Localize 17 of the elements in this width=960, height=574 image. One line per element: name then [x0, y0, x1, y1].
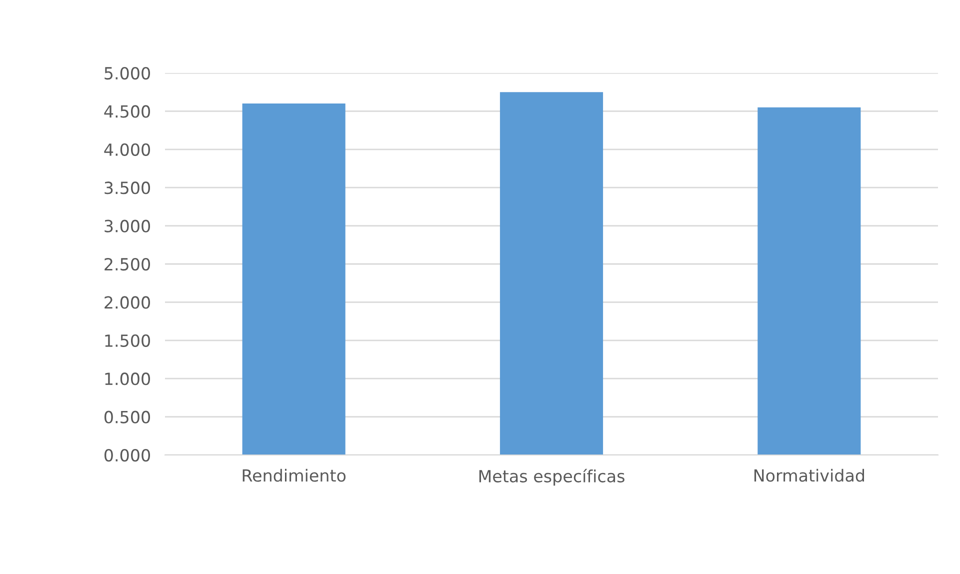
y-tick-label: 5.000: [104, 66, 150, 80]
y-tick-label: 0.500: [104, 410, 150, 424]
x-tick-label: Rendimiento: [242, 468, 346, 482]
x-tick-label: Metas específicas: [479, 468, 624, 486]
y-tick-label: 3.500: [104, 182, 150, 194]
y-tick-label: 1.500: [105, 334, 150, 347]
y-tick-label: 3.000: [104, 220, 150, 232]
y-tick-label: 0.000: [104, 448, 150, 462]
y-tick-label: 2.500: [104, 258, 150, 271]
bar: [500, 92, 604, 455]
y-tick-label: 1.000: [105, 372, 150, 386]
bar: [758, 107, 861, 455]
y-tick-label: 2.000: [104, 296, 150, 309]
y-tick-label: 4.500: [104, 105, 150, 118]
x-tick-label: Normatividad: [754, 468, 864, 482]
y-tick-label: 4.000: [104, 143, 150, 156]
bar: [242, 104, 346, 455]
